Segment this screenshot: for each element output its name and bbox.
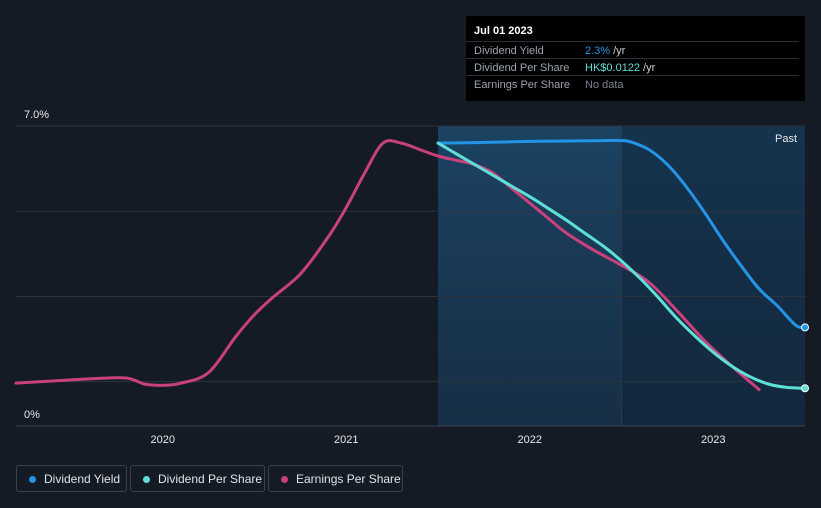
x-tick-label: 2020 (151, 434, 175, 446)
tooltip-value-text: HK$0.0122 (585, 62, 641, 74)
y-tick-label-top: 7.0% (24, 109, 49, 121)
tooltip: Jul 01 2023 Dividend Yield 2.3%/yr Divid… (466, 16, 805, 101)
legend-label: Dividend Per Share (158, 472, 263, 486)
tooltip-value: No data (585, 79, 624, 91)
series-layer (14, 138, 807, 392)
tooltip-value: HK$0.0122/yr (585, 62, 655, 74)
x-tick-label: 2023 (701, 434, 725, 446)
legend-dot-icon (281, 476, 288, 483)
tooltip-row-dividend-yield: Dividend Yield 2.3%/yr (466, 41, 799, 59)
series-line-dividend-per-share (436, 141, 807, 390)
series-end-marker-dividend-per-share (801, 384, 809, 393)
legend-label: Earnings Per Share (296, 472, 401, 486)
x-tick-label: 2022 (518, 434, 542, 446)
tooltip-unit: /yr (613, 45, 626, 57)
legend-item-earnings-per-share[interactable]: Earnings Per Share (268, 465, 403, 492)
legend-dot-icon (143, 476, 150, 483)
legend-item-dividend-per-share[interactable]: Dividend Per Share (130, 465, 265, 492)
tooltip-row-earnings-per-share: Earnings Per Share No data (466, 75, 799, 93)
markers-layer (801, 323, 809, 393)
legend-dot-icon (29, 476, 36, 483)
tooltip-unit: /yr (643, 62, 656, 74)
gridlines (16, 125, 805, 383)
tooltip-row-dividend-per-share: Dividend Per Share HK$0.0122/yr (466, 58, 799, 76)
tooltip-date: Jul 01 2023 (474, 25, 533, 37)
y-tick-label-bottom: 0% (24, 409, 40, 421)
tooltip-value-text: No data (585, 79, 624, 91)
tooltip-label: Earnings Per Share (474, 79, 570, 91)
legend-item-dividend-yield[interactable]: Dividend Yield (16, 465, 127, 492)
x-tick-label: 2021 (334, 434, 358, 446)
series-end-marker-dividend-yield (801, 323, 809, 332)
tooltip-value: 2.3%/yr (585, 45, 625, 57)
tooltip-label: Dividend Per Share (474, 62, 570, 74)
past-label: Past (775, 133, 797, 145)
past-region-forecast (621, 126, 805, 426)
series-line-earnings-per-share (14, 139, 761, 392)
legend-label: Dividend Yield (44, 472, 121, 486)
tooltip-label: Dividend Yield (474, 45, 544, 57)
series-line-dividend-yield (436, 138, 807, 330)
tooltip-value-text: 2.3% (585, 45, 611, 57)
